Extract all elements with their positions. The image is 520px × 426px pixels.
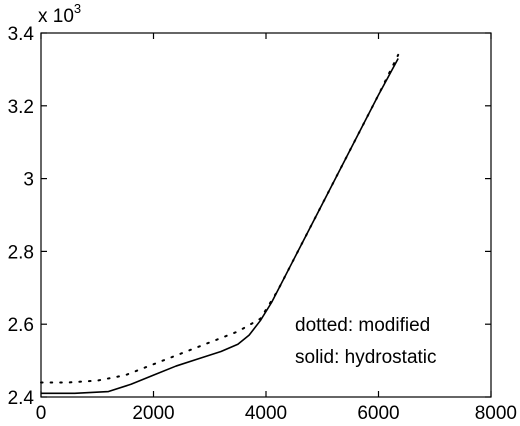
y-tick-label: 3 (23, 170, 34, 191)
y-tick-label: 3.2 (8, 97, 34, 118)
legend-dotted-text: dotted: modified (295, 315, 430, 336)
legend-solid-text: solid: hydrostatic (295, 347, 437, 368)
y-tick-label: 3.4 (8, 24, 35, 45)
x-tick-label: 0 (36, 403, 47, 424)
legend-annotations: dotted: modified solid: hydrostatic (295, 315, 437, 368)
x-tick-label: 6000 (357, 403, 399, 424)
x-tick-label: 8000 (475, 403, 517, 424)
plot-axes: 0 2000 4000 6000 8000 2.4 2.6 2.8 3 3.2 3.4 (8, 24, 517, 424)
y-axis-multiplier-label: x 103 (38, 1, 81, 27)
y-axis-multiplier-exponent: 3 (74, 1, 81, 16)
series-line-solid (41, 58, 399, 395)
y-tick-label: 2.8 (8, 242, 34, 263)
y-axis-multiplier-prefix: x 10 (38, 6, 74, 27)
x-tick-label: 2000 (132, 403, 174, 424)
y-tick-label: 2.6 (8, 315, 34, 336)
series-line-dotted (40, 53, 400, 384)
plot-frame (40, 32, 492, 398)
x-tick-label: 4000 (245, 403, 287, 424)
y-tick-label: 2.4 (8, 388, 35, 409)
plot-series (40, 53, 400, 395)
